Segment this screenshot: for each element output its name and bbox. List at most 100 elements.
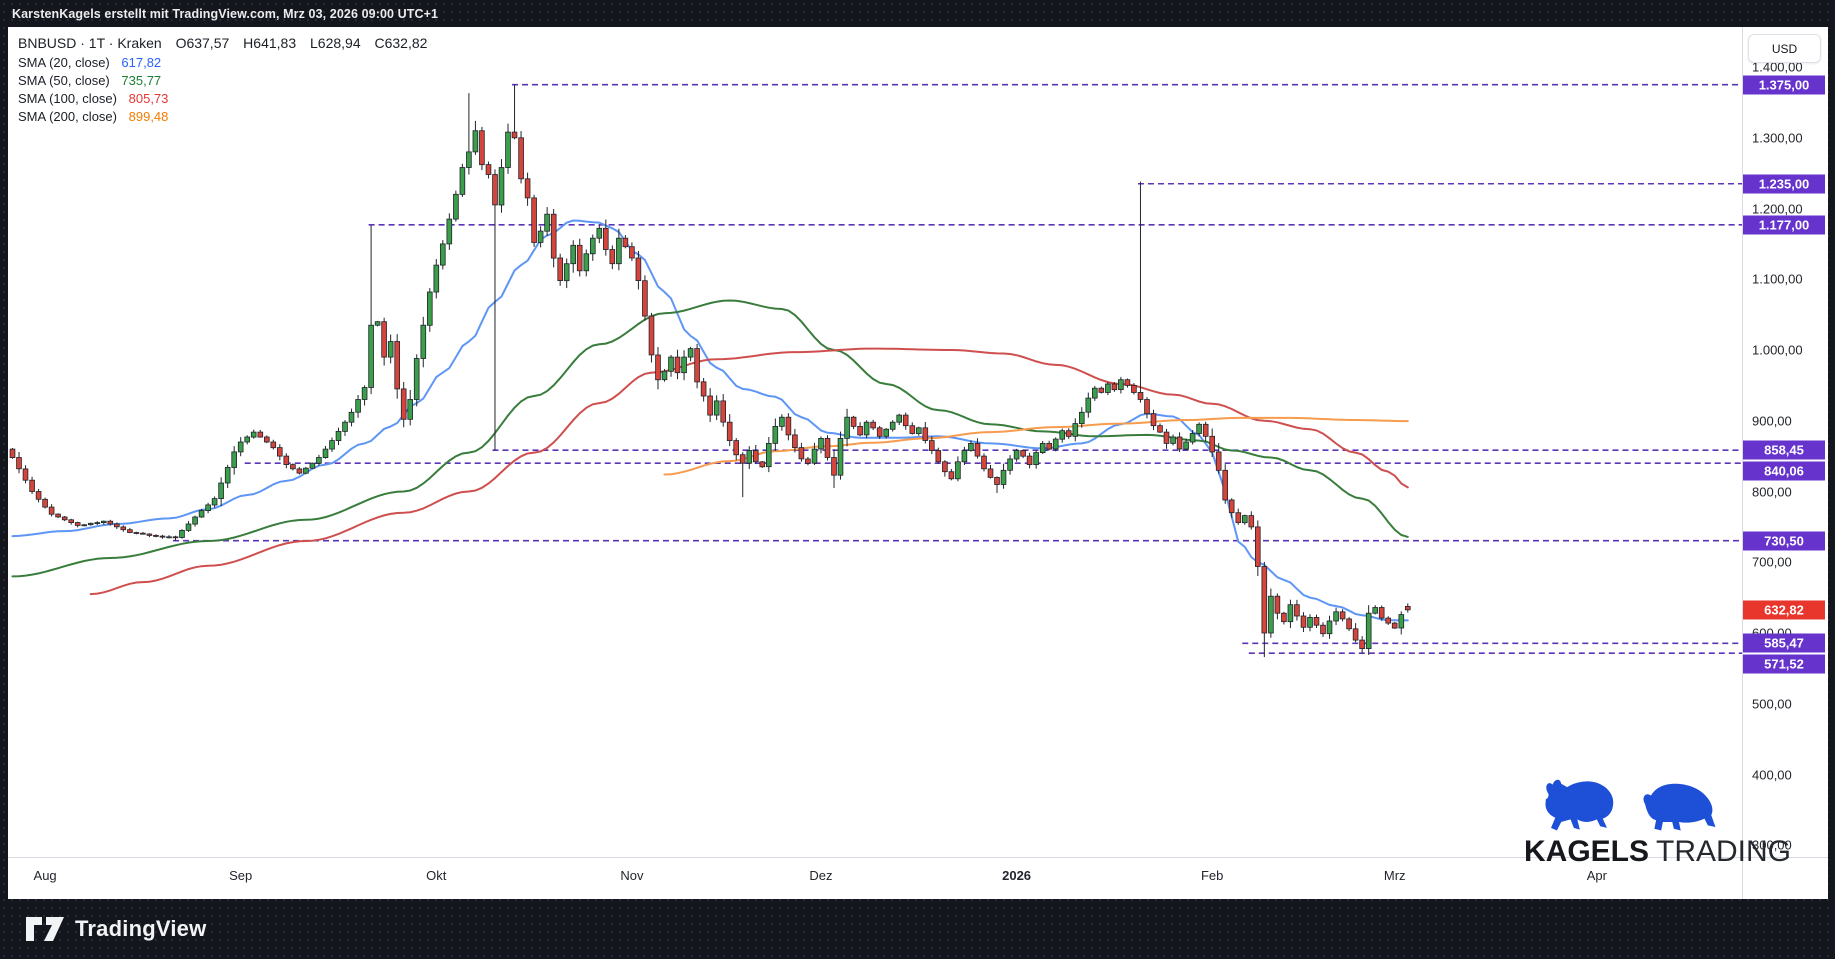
candle-up[interactable]	[361, 387, 368, 400]
candle-down[interactable]	[981, 455, 987, 470]
candle-down[interactable]	[1313, 617, 1320, 626]
candle-down[interactable]	[576, 244, 583, 272]
candle-down[interactable]	[1046, 442, 1053, 450]
candle-up[interactable]	[544, 213, 550, 232]
candle-down[interactable]	[1144, 399, 1150, 415]
candle-up[interactable]	[713, 400, 720, 416]
candle-up[interactable]	[459, 167, 466, 195]
candle-down[interactable]	[733, 440, 739, 456]
indicator-row-sma20[interactable]: SMA (20, close) 617,82	[18, 54, 437, 72]
candle-down[interactable]	[42, 498, 48, 508]
candle-down[interactable]	[22, 468, 29, 481]
candle-down[interactable]	[276, 447, 283, 457]
candle-down[interactable]	[1378, 607, 1385, 619]
candle-up[interactable]	[1118, 379, 1124, 391]
candle-up[interactable]	[1007, 458, 1013, 471]
candle-down[interactable]	[394, 341, 400, 390]
candle-down[interactable]	[1405, 606, 1411, 611]
candle-down[interactable]	[479, 130, 485, 166]
candle-up[interactable]	[668, 356, 674, 372]
candle-down[interactable]	[798, 447, 805, 460]
candle-up[interactable]	[1242, 515, 1248, 524]
candle-up[interactable]	[94, 522, 101, 525]
candle-up[interactable]	[374, 321, 381, 326]
candle-down[interactable]	[974, 442, 981, 457]
candle-down[interactable]	[935, 450, 942, 463]
candle-up[interactable]	[681, 356, 687, 374]
candle-down[interactable]	[283, 455, 290, 466]
candle-up[interactable]	[342, 421, 348, 432]
candle-down[interactable]	[1248, 515, 1255, 528]
candle-up[interactable]	[1033, 452, 1039, 466]
candle-up[interactable]	[1333, 611, 1339, 622]
candle-down[interactable]	[720, 400, 726, 423]
indicator-row-sma200[interactable]: SMA (200, close) 899,48	[18, 108, 437, 126]
candle-up[interactable]	[1183, 441, 1189, 450]
sma20-line[interactable]	[11, 219, 1409, 622]
candle-down[interactable]	[557, 257, 563, 282]
candle-down[interactable]	[48, 506, 55, 515]
candle-down[interactable]	[146, 533, 153, 536]
candle-up[interactable]	[883, 428, 889, 437]
candle-down[interactable]	[1020, 450, 1026, 457]
candle-up[interactable]	[837, 437, 844, 476]
candle-down[interactable]	[1098, 387, 1105, 393]
candle-down[interactable]	[994, 476, 1000, 485]
indicator-row-sma50[interactable]: SMA (50, close) 735,77	[18, 72, 437, 90]
candle-up[interactable]	[746, 450, 753, 464]
candle-up[interactable]	[413, 358, 420, 400]
candle-up[interactable]	[1372, 607, 1379, 614]
candle-down[interactable]	[518, 137, 524, 180]
candle-up[interactable]	[537, 230, 544, 243]
candle-up[interactable]	[583, 253, 590, 272]
candle-up[interactable]	[968, 442, 974, 451]
candle-down[interactable]	[1320, 624, 1326, 635]
candle-down[interactable]	[1163, 431, 1170, 444]
candle-up[interactable]	[316, 457, 322, 464]
candle-down[interactable]	[1359, 639, 1365, 649]
candle-up[interactable]	[224, 466, 231, 484]
candle-up[interactable]	[420, 324, 427, 359]
candle-up[interactable]	[81, 524, 88, 527]
candle-down[interactable]	[1222, 469, 1229, 501]
candle-up[interactable]	[1170, 436, 1176, 444]
candle-down[interactable]	[792, 434, 798, 448]
candle-down[interactable]	[55, 513, 61, 518]
candle-down[interactable]	[531, 197, 537, 243]
candle-up[interactable]	[570, 244, 576, 265]
candle-down[interactable]	[140, 532, 146, 535]
candle-down[interactable]	[1300, 615, 1307, 628]
candle-down[interactable]	[35, 491, 42, 500]
candle-up[interactable]	[329, 440, 335, 450]
symbol-title[interactable]: BNBUSD · 1T · Kraken	[18, 35, 162, 51]
candle-up[interactable]	[179, 529, 185, 538]
candle-down[interactable]	[159, 535, 166, 538]
candle-down[interactable]	[1235, 512, 1242, 524]
candle-up[interactable]	[101, 520, 107, 524]
candle-down[interactable]	[1385, 617, 1392, 624]
candle-up[interactable]	[505, 131, 511, 168]
candle-down[interactable]	[257, 431, 264, 438]
candle-up[interactable]	[198, 510, 205, 518]
candle-down[interactable]	[805, 458, 811, 464]
candle-down[interactable]	[942, 461, 948, 473]
candle-down[interactable]	[609, 249, 616, 265]
candle-down[interactable]	[16, 457, 22, 470]
candle-up[interactable]	[1013, 450, 1020, 460]
candle-down[interactable]	[1352, 628, 1359, 641]
candle-up[interactable]	[355, 399, 361, 413]
candle-down[interactable]	[1391, 622, 1398, 629]
candle-down[interactable]	[1294, 604, 1300, 617]
candle-up[interactable]	[844, 416, 850, 439]
candle-down[interactable]	[1228, 499, 1235, 514]
candle-down[interactable]	[9, 448, 16, 459]
candle-up[interactable]	[166, 536, 172, 539]
candle-down[interactable]	[485, 164, 492, 175]
candle-down[interactable]	[524, 178, 531, 199]
candle-down[interactable]	[400, 388, 407, 420]
candle-up[interactable]	[1326, 620, 1333, 635]
candle-down[interactable]	[1176, 436, 1183, 450]
candle-down[interactable]	[635, 257, 642, 282]
indicator-row-sma100[interactable]: SMA (100, close) 805,73	[18, 90, 437, 108]
candle-up[interactable]	[811, 448, 818, 464]
